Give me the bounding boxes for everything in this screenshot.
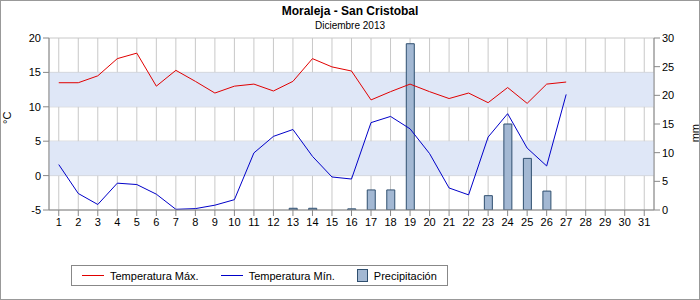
svg-text:16: 16: [345, 216, 357, 228]
html-text:Moraleja - San Cristobal: Moraleja - San Cristobal: [281, 4, 419, 18]
svg-text:27: 27: [560, 216, 572, 228]
svg-text:2: 2: [75, 216, 81, 228]
html-text:Diciembre 2013: Diciembre 2013: [315, 20, 385, 31]
svg-text:8: 8: [192, 216, 198, 228]
svg-text:15: 15: [326, 216, 338, 228]
svg-text:22: 22: [462, 216, 474, 228]
svg-text:°C: °C: [8, 112, 13, 124]
svg-text:0: 0: [662, 204, 668, 216]
svg-text:13: 13: [287, 216, 299, 228]
svg-text:30: 30: [662, 32, 674, 44]
svg-text:25: 25: [662, 61, 674, 73]
svg-text:17: 17: [365, 216, 377, 228]
svg-text:5: 5: [134, 216, 140, 228]
svg-text:6: 6: [153, 216, 159, 228]
svg-text:9: 9: [212, 216, 218, 228]
svg-text:23: 23: [482, 216, 494, 228]
svg-text:19: 19: [404, 216, 416, 228]
svg-text:7: 7: [173, 216, 179, 228]
svg-text:21: 21: [443, 216, 455, 228]
svg-text:15: 15: [29, 66, 41, 78]
svg-text:24: 24: [502, 216, 514, 228]
svg-text:3: 3: [95, 216, 101, 228]
html-text:Temperatura Mín.: Temperatura Mín.: [248, 269, 335, 282]
svg-text:1: 1: [56, 216, 62, 228]
svg-text:25: 25: [521, 216, 533, 228]
svg-text:-5: -5: [31, 204, 41, 216]
svg-text:0: 0: [35, 170, 41, 182]
svg-text:20: 20: [423, 216, 435, 228]
svg-text:15: 15: [662, 118, 674, 130]
svg-text:20: 20: [29, 32, 41, 44]
svg-text:31: 31: [638, 216, 650, 228]
svg-text:11: 11: [248, 216, 259, 228]
svg-text:10: 10: [228, 216, 240, 228]
svg-text:12: 12: [267, 216, 279, 228]
svg-text:30: 30: [619, 216, 631, 228]
svg-text:10: 10: [29, 101, 41, 113]
svg-text:4: 4: [114, 216, 120, 228]
svg-text:20: 20: [662, 89, 674, 101]
svg-text:26: 26: [541, 216, 553, 228]
html-text:Temperatura Máx.: Temperatura Máx.: [110, 269, 199, 282]
html-text:Precipitación: Precipitación: [373, 269, 437, 282]
svg-text:5: 5: [662, 175, 668, 187]
svg-text:29: 29: [599, 216, 611, 228]
svg-text:5: 5: [35, 135, 41, 147]
svg-text:10: 10: [662, 147, 674, 159]
svg-text:mm: mm: [689, 124, 692, 142]
svg-text:18: 18: [384, 216, 396, 228]
svg-text:28: 28: [580, 216, 592, 228]
svg-text:14: 14: [306, 216, 318, 228]
